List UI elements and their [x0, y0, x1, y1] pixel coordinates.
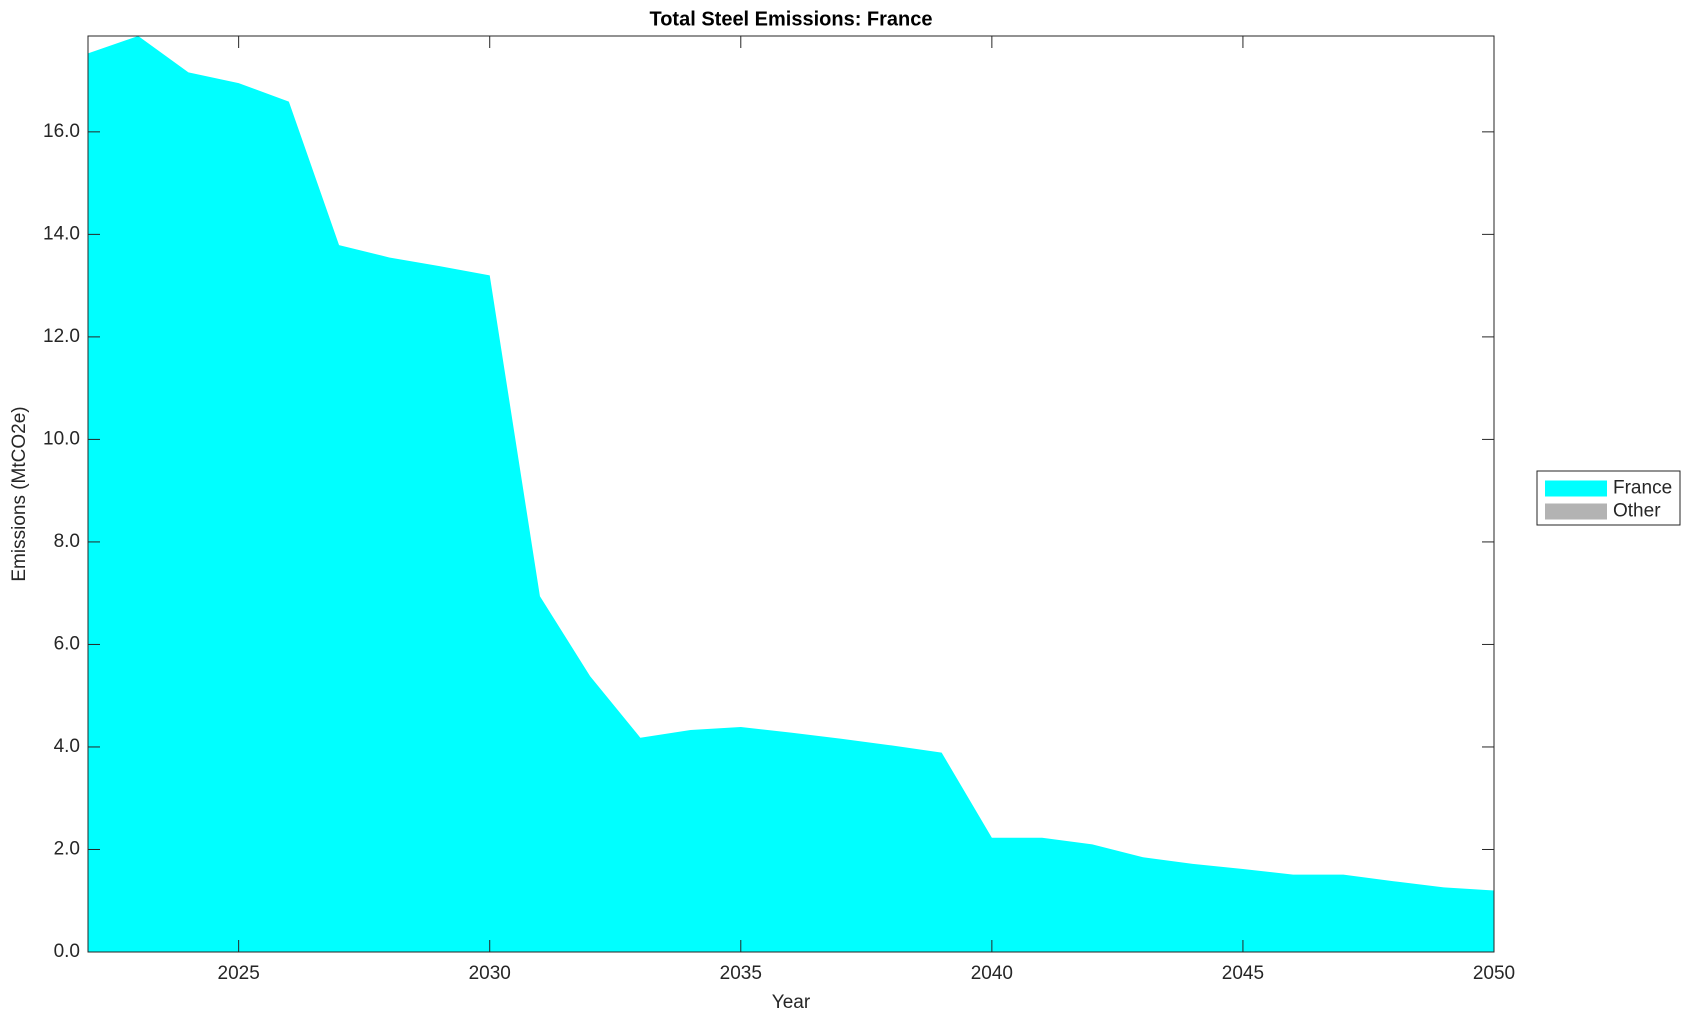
legend-label: France — [1613, 478, 1672, 499]
legend-label: Other — [1613, 501, 1661, 522]
y-tick-label: 12.0 — [43, 326, 80, 347]
y-tick-label: 4.0 — [54, 736, 80, 757]
x-axis-label: Year — [772, 992, 811, 1013]
area — [88, 36, 1494, 952]
x-tick-label: 2045 — [1222, 963, 1264, 984]
y-tick-label: 6.0 — [54, 633, 80, 654]
plot-frame — [87, 35, 1495, 953]
y-tick-label: 14.0 — [43, 223, 80, 244]
x-tick-label: 2025 — [218, 963, 260, 984]
x-tick-label: 2030 — [469, 963, 511, 984]
y-tick-label: 16.0 — [43, 121, 80, 142]
x-tick-label: 2040 — [971, 963, 1013, 984]
x-tick-label: 2050 — [1473, 963, 1515, 984]
legend-swatch — [1545, 480, 1607, 497]
legend-swatch — [1545, 503, 1607, 520]
chart-title: Total Steel Emissions: France — [649, 8, 932, 30]
y-tick-label: 10.0 — [43, 428, 80, 449]
x-tick-label: 2035 — [720, 963, 762, 984]
y-tick-label: 2.0 — [54, 838, 80, 859]
y-axis-label: Emissions (MtCO2e) — [9, 406, 30, 581]
y-tick-label: 8.0 — [54, 531, 80, 552]
y-tick-label: 0.0 — [54, 941, 80, 962]
